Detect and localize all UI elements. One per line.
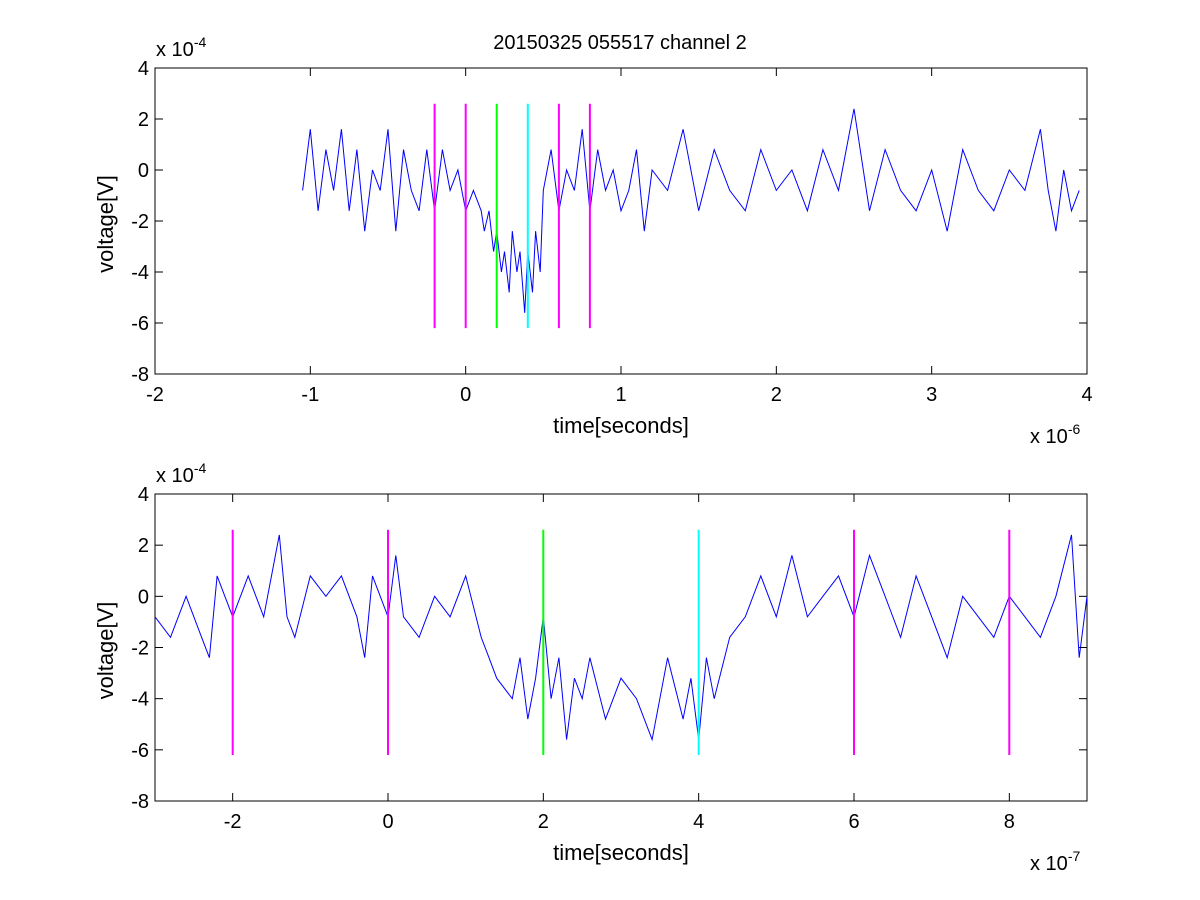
- x-tick-label: -2: [224, 811, 242, 833]
- y-tick-label: -6: [131, 740, 149, 762]
- x-tick-label: 8: [1004, 811, 1015, 833]
- y-scale-factor: x 10-4: [156, 34, 206, 61]
- y-tick-label: -4: [131, 689, 149, 711]
- x-tick-label: 0: [382, 811, 393, 833]
- y-tick-label: -2: [131, 638, 149, 660]
- x-scale-factor: x 10-7: [1030, 848, 1080, 875]
- axes-box: [154, 67, 1088, 375]
- y-tick-label: 2: [138, 535, 149, 557]
- bottom-subplot: -2 0 2 4 6 8-8-6-4-2024time[seconds]voltage[V…: [93, 460, 1088, 875]
- y-tick-label: -2: [131, 211, 149, 233]
- x-scale-factor: x 10-6: [1030, 421, 1080, 448]
- x-axis-label: time[seconds]: [553, 413, 689, 438]
- x-tick-label: -2: [146, 384, 164, 406]
- x-tick-label: 4: [693, 811, 704, 833]
- x-tick-label: 4: [1081, 384, 1092, 406]
- x-tick-label: -1: [301, 384, 319, 406]
- x-tick-label: 3: [926, 384, 937, 406]
- x-tick-label: 6: [848, 811, 859, 833]
- x-tick-label: 1: [615, 384, 626, 406]
- y-tick-label: -8: [131, 791, 149, 813]
- x-tick-label: 2: [538, 811, 549, 833]
- y-tick-label: 4: [138, 484, 149, 506]
- y-tick-label: -6: [131, 313, 149, 335]
- y-tick-label: -8: [131, 364, 149, 386]
- y-axis-label: voltage[V]: [93, 175, 118, 273]
- y-tick-label: 0: [138, 586, 149, 608]
- x-axis-label: time[seconds]: [553, 840, 689, 865]
- signal-trace: [154, 534, 1088, 742]
- axes-box: [154, 493, 1088, 802]
- x-tick-label: 2: [771, 384, 782, 406]
- y-tick-label: 0: [138, 160, 149, 182]
- y-axis-label: voltage[V]: [93, 602, 118, 700]
- top-subplot: -2 -1 0 1 2 3 4 -8 -6 -4 -2 0 2 4 time[seconds] voltage…: [93, 34, 1093, 448]
- y-tick-label: 4: [138, 58, 149, 80]
- figure-title: 20150325 055517 channel 2: [493, 32, 747, 54]
- y-tick-label: 2: [138, 109, 149, 131]
- y-tick-label: -4: [131, 262, 149, 284]
- signal-trace: [302, 108, 1080, 313]
- x-tick-label: 0: [460, 384, 471, 406]
- y-scale-factor: x 10-4: [156, 460, 206, 487]
